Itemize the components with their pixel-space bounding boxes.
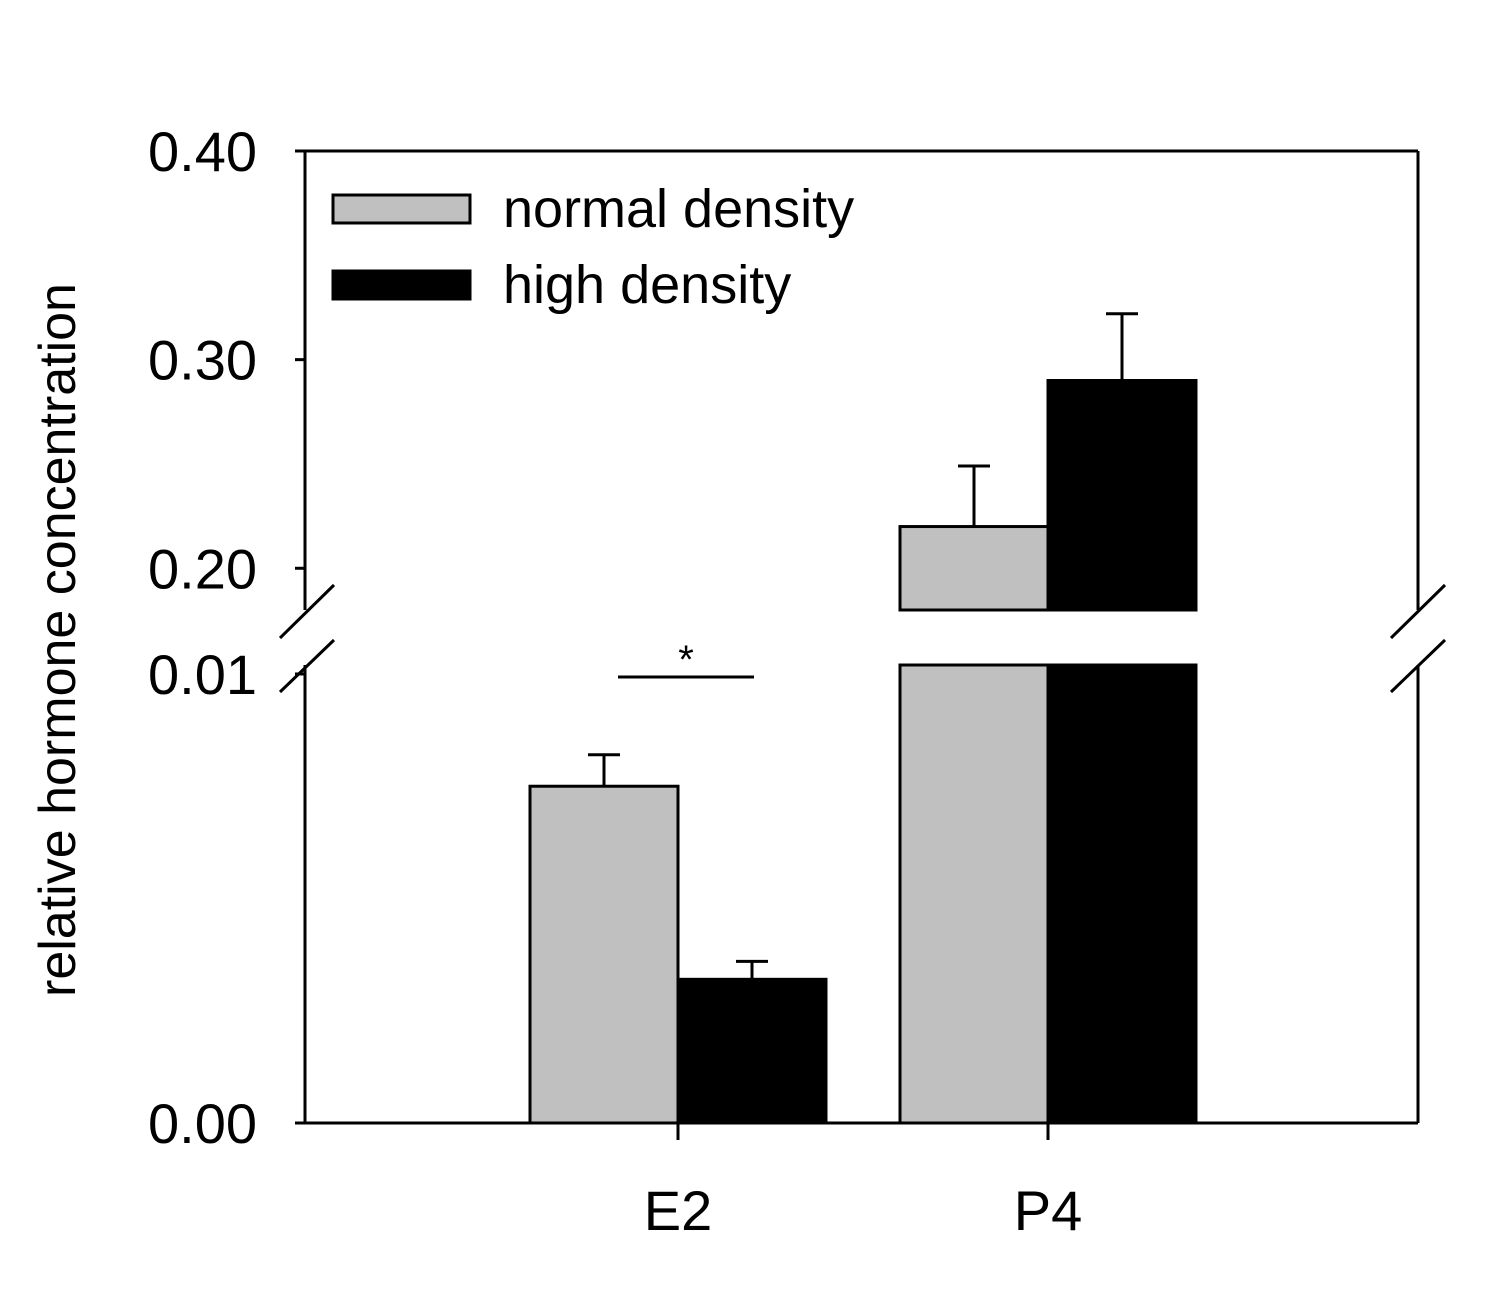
- legend-label: high density: [503, 255, 791, 315]
- axis-break-marks: [278, 583, 1447, 694]
- legend-label: normal density: [503, 179, 854, 239]
- break-mark-left-upper: [278, 583, 336, 640]
- y-tick-label: 0.00: [148, 1092, 257, 1155]
- plot-frame: [303, 149, 1420, 1125]
- bar: [676, 977, 828, 1125]
- y-axis-title: relative hormone concentration: [29, 283, 87, 997]
- y-tick-label: 0.20: [148, 537, 257, 600]
- y-axis-ticks: 0.00 0.01 0.20 0.30 0.40: [148, 120, 305, 1155]
- break-mark-left-lower: [278, 638, 336, 694]
- significance-asterisk: *: [678, 638, 694, 682]
- y-tick-label: 0.30: [148, 329, 257, 392]
- bars: [528, 379, 1198, 1125]
- legend-swatch: [331, 193, 472, 225]
- legend: normal density high density: [331, 179, 854, 315]
- bar: [528, 784, 680, 1125]
- significance: *: [618, 638, 754, 682]
- x-tick-label: P4: [1014, 1179, 1083, 1242]
- legend-swatch: [331, 269, 472, 301]
- x-axis: E2 P4: [644, 1123, 1083, 1242]
- bar-lower-part: [1046, 663, 1198, 1125]
- x-tick-label: E2: [644, 1179, 713, 1242]
- break-mark-right-upper: [1389, 583, 1447, 640]
- bar-lower-part: [898, 663, 1050, 1125]
- y-tick-label: 0.40: [148, 120, 257, 183]
- y-tick-label: 0.01: [148, 643, 257, 706]
- error-bars: [588, 312, 1138, 980]
- break-mark-right-lower: [1389, 638, 1447, 694]
- bar-upper-part: [1046, 379, 1198, 612]
- bar-upper-part: [898, 525, 1050, 612]
